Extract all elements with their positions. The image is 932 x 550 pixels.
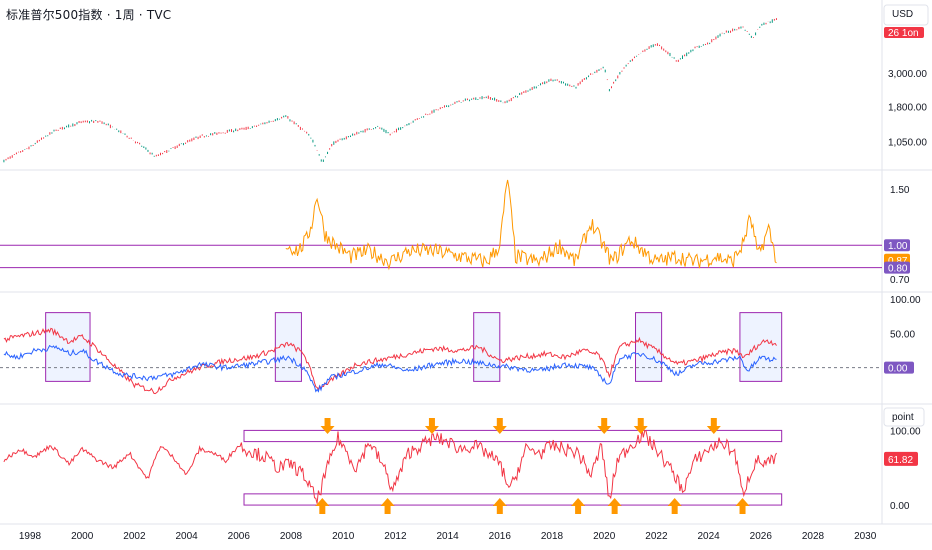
down-arrow-marker [597,418,612,434]
time-axis-label: 2026 [750,531,773,542]
up-arrow-marker [315,498,330,514]
breadth-highlight-box [739,312,783,382]
breadth-zero-tag-text: 0.00 [888,364,908,375]
down-arrow-marker [320,418,335,434]
breadth-zero-tag: 0.00 [884,361,914,375]
breadth-highlight-box [473,312,501,382]
up-arrow-marker [571,498,586,514]
up-arrow-marker [667,498,682,514]
oscillator-current-tag-text: 61.82 [888,455,913,466]
oscillator-scale-button [883,407,925,427]
up-arrow-marker [607,498,622,514]
time-axis-label: 2020 [593,531,616,542]
currency-label: USD [892,9,913,20]
up-arrow-marker [380,498,395,514]
up-arrow-marker [492,498,507,514]
breadth-highlight-box [635,312,663,382]
time-axis-label: 2030 [854,531,877,542]
oscillator-current-tag: 61.82 [884,451,918,466]
time-axis-label: 2010 [332,531,355,542]
time-axis-label: 2006 [228,531,251,542]
last-price-tag-bg [884,27,924,38]
up-arrow-marker [735,498,750,514]
oscillator-band-box [243,493,783,506]
oscillator-band-box [243,429,783,443]
breadth-series-line-1 [3,327,777,395]
chart-title: 标准普尔500指数 · 1周 · TVC [6,8,172,22]
down-arrow-marker [633,418,648,434]
currency-button [883,4,929,26]
ratio-tag-text: 0.87 [888,256,908,267]
last-price-tag: 26 1on [884,27,924,39]
time-axis-label: 2016 [489,531,512,542]
time-axis-label: 2002 [123,531,146,542]
time-axis-label: 2018 [541,531,564,542]
ratio-tag: 1.00 [884,239,910,252]
price-tick-label: 3,000.00 [888,69,927,80]
oscillator-tick-label: 0.00 [890,501,910,512]
time-axis-label: 2024 [697,531,720,542]
oscillator-scale-label: point [892,412,914,423]
ratio-series-line [285,179,777,271]
time-axis-label: 2008 [280,531,303,542]
ratio-tag-text: 1.00 [888,241,908,252]
time-axis-label: 2028 [802,531,825,542]
oscillator-tick-label: 100.00 [890,426,921,437]
time-axis-label: 2000 [71,531,94,542]
breadth-zero-tag-bg [884,361,914,374]
ratio-tag-text: 0.80 [888,264,908,275]
ratio-tag-bg [884,239,910,252]
price-tick-label: 1,050.00 [888,138,927,149]
breadth-series-line-2 [3,344,777,393]
time-axis-label: 2014 [436,531,459,542]
breadth-tick-label: 50.00 [890,329,915,340]
oscillator-series-line [3,429,777,504]
time-axis-label: 2022 [645,531,668,542]
breadth-tick-label: 100.00 [890,295,921,306]
time-axis-label: 2012 [384,531,407,542]
down-arrow-marker [492,418,507,434]
down-arrow-marker [424,418,439,434]
time-axis-label: 2004 [175,531,198,542]
oscillator-current-tag-bg [884,451,918,466]
last-price-tag-text: 26 1on [888,28,919,39]
time-axis-label: 1998 [19,531,42,542]
ratio-tick-label: 0.70 [890,275,910,286]
price-tick-label: 1,800.00 [888,102,927,113]
ratio-tag: 0.80 [884,261,910,275]
ratio-tick-label: 1.50 [890,185,910,196]
ratio-tag-bg [884,261,910,274]
down-arrow-marker [706,418,721,434]
